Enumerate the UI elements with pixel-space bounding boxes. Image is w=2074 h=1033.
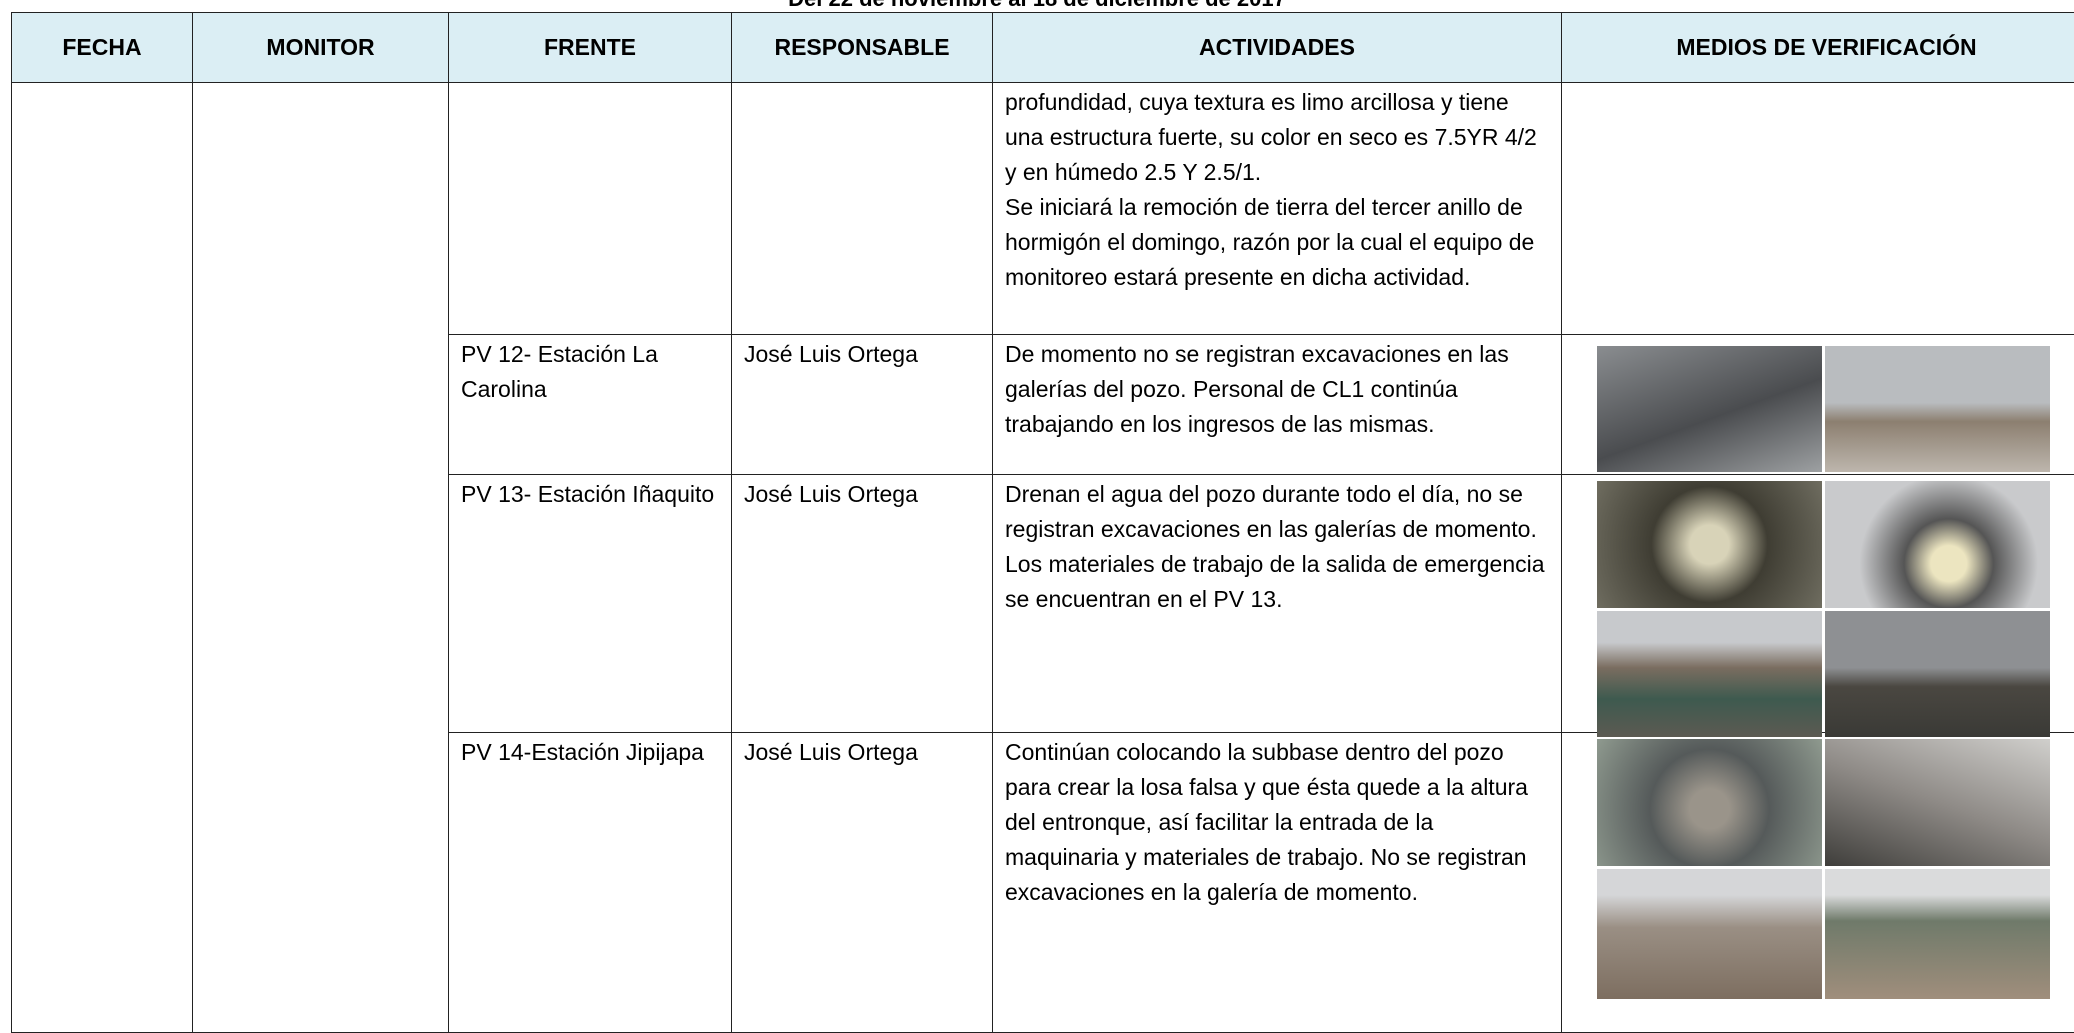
column-header: MEDIOS DE VERIFICACIÓN (1562, 13, 2074, 83)
paragraph: Drenan el agua del pozo durante todo el … (1005, 477, 1549, 617)
column-header: FECHA (12, 13, 193, 83)
photo (1825, 739, 2050, 866)
column-header: RESPONSABLE (732, 13, 993, 83)
table-row: profundidad, cuya textura es limo arcill… (12, 83, 2074, 335)
photo (1597, 611, 1822, 737)
subtitle: Del 22 de noviembre al 18 de diciembre d… (0, 0, 2074, 12)
actividades-cell: Continúan colocando la subbase dentro de… (993, 733, 1562, 1033)
monitor-cell (193, 83, 449, 1033)
frente-cell: PV 14-Estación Jipijapa (449, 733, 732, 1033)
paragraph: De momento no se registran excavaciones … (1005, 337, 1549, 442)
actividades-cell: Drenan el agua del pozo durante todo el … (993, 475, 1562, 733)
page: Del 22 de noviembre al 18 de diciembre d… (0, 0, 2074, 991)
photo (1825, 481, 2050, 608)
column-header: MONITOR (193, 13, 449, 83)
responsable-cell (732, 83, 993, 335)
photo (1825, 611, 2050, 737)
fecha-cell (12, 83, 193, 1033)
paragraph: Se iniciará la remoción de tierra del te… (1005, 190, 1549, 295)
column-header: FRENTE (449, 13, 732, 83)
responsable-cell: José Luis Ortega (732, 733, 993, 1033)
actividades-cell: De momento no se registran excavaciones … (993, 335, 1562, 475)
column-header: ACTIVIDADES (993, 13, 1562, 83)
photo (1825, 869, 2050, 999)
paragraph: profundidad, cuya textura es limo arcill… (1005, 85, 1549, 190)
paragraph: Continúan colocando la subbase dentro de… (1005, 735, 1549, 910)
photo (1597, 869, 1822, 999)
frente-cell: PV 13- Estación Iñaquito (449, 475, 732, 733)
header-row: FECHA MONITOR FRENTE RESPONSABLE ACTIVID… (12, 13, 2074, 83)
verificacion-cell (1562, 83, 2074, 335)
photo (1597, 739, 1822, 866)
responsable-cell: José Luis Ortega (732, 335, 993, 475)
actividades-cell: profundidad, cuya textura es limo arcill… (993, 83, 1562, 335)
photo (1597, 346, 1822, 472)
photo (1597, 481, 1822, 608)
photo (1825, 346, 2050, 472)
responsable-cell: José Luis Ortega (732, 475, 993, 733)
frente-cell (449, 83, 732, 335)
frente-cell: PV 12- Estación La Carolina (449, 335, 732, 475)
